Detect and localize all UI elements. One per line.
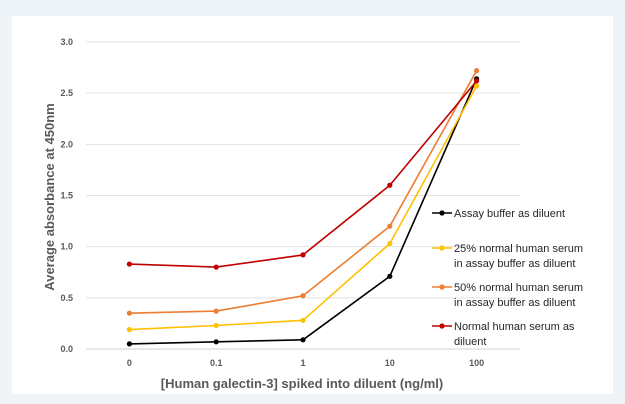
data-point	[300, 317, 306, 323]
y-tick-label: 0.5	[60, 293, 73, 303]
data-point	[213, 308, 219, 314]
data-point	[126, 326, 132, 333]
y-axis-ticks: 0.0 0.5 1.0 1.5 2.0 2.5 3.0	[60, 37, 73, 354]
data-point	[213, 322, 219, 329]
x-tick-label: 0	[127, 358, 132, 368]
data-point	[387, 182, 393, 188]
data-point	[474, 68, 480, 74]
legend-label: diluent	[454, 336, 486, 348]
data-point	[387, 223, 393, 229]
legend: Assay buffer as diluent 25% normal human …	[432, 208, 583, 348]
legend-marker	[439, 245, 445, 251]
data-point	[474, 83, 480, 89]
data-point	[126, 341, 132, 347]
x-tick-label: 10	[385, 358, 395, 368]
y-axis-title: Average absorbance at 450nm	[42, 103, 57, 290]
legend-marker	[439, 210, 445, 216]
y-tick-label: 3.0	[60, 37, 73, 47]
data-point	[213, 339, 219, 345]
data-point	[300, 293, 306, 299]
x-tick-label: 100	[469, 358, 484, 368]
data-point	[300, 252, 306, 258]
data-point	[126, 261, 132, 267]
chart-area	[12, 16, 613, 394]
data-point	[387, 240, 393, 247]
legend-marker	[439, 284, 445, 290]
legend-label: 25% normal human serum	[454, 243, 583, 255]
y-tick-label: 0.0	[60, 344, 73, 354]
series-lines	[126, 68, 480, 347]
gridlines	[86, 41, 520, 350]
data-point	[213, 264, 219, 270]
legend-marker	[439, 323, 445, 329]
data-point	[126, 310, 132, 316]
y-tick-label: 2.0	[60, 139, 73, 149]
data-point	[300, 337, 306, 343]
legend-label: 50% normal human serum	[454, 282, 583, 294]
y-tick-label: 2.5	[60, 88, 73, 98]
x-tick-label: 1	[300, 358, 305, 368]
data-point	[387, 273, 393, 279]
y-tick-label: 1.5	[60, 191, 73, 201]
legend-label: Normal human serum as	[454, 321, 575, 333]
legend-label: Assay buffer as diluent	[454, 208, 565, 220]
x-axis-ticks: 0 0.1 1 10 100	[127, 358, 484, 368]
x-axis-title: [Human galectin-3] spiked into diluent (…	[161, 376, 443, 391]
data-point	[474, 78, 480, 84]
legend-label: in assay buffer as diluent	[454, 258, 575, 270]
y-tick-label: 1.0	[60, 242, 73, 252]
legend-label: in assay buffer as diluent	[454, 297, 575, 309]
x-tick-label: 0.1	[210, 358, 223, 368]
